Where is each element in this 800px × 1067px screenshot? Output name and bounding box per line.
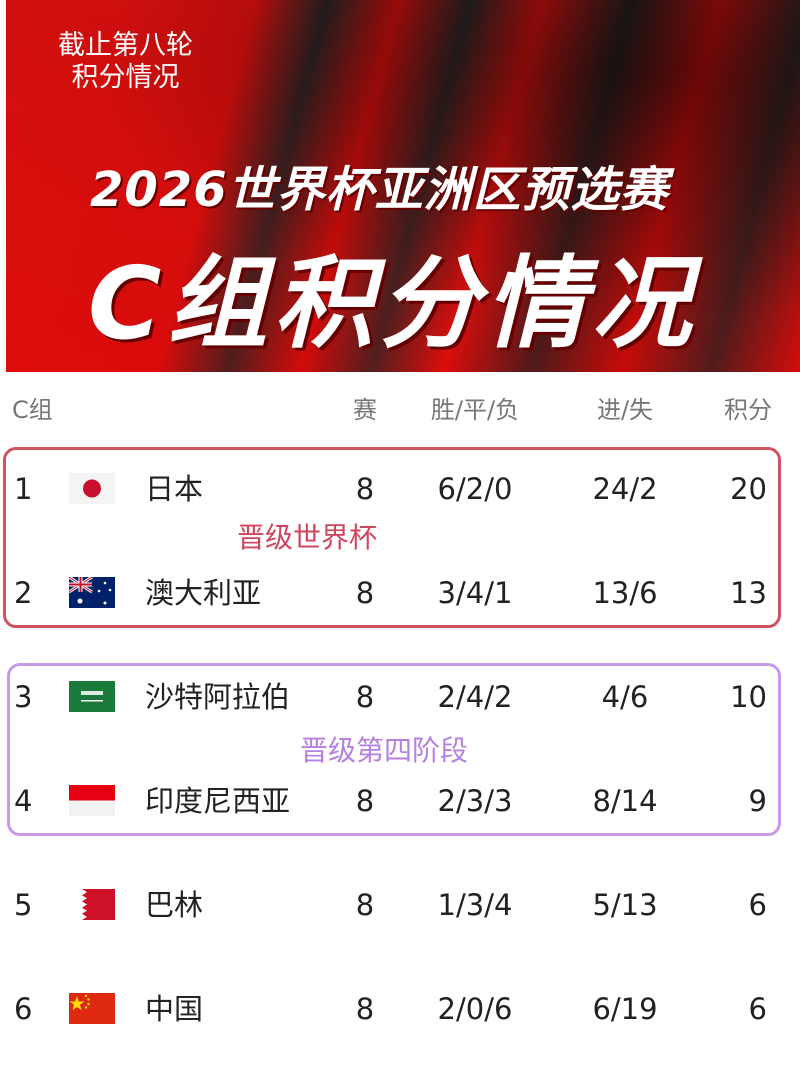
rank: 2 bbox=[14, 576, 33, 610]
japan-flag-icon bbox=[69, 473, 115, 504]
win-draw-loss: 3/4/1 bbox=[437, 576, 513, 610]
saudi-arabia-flag-icon bbox=[69, 681, 115, 712]
played: 8 bbox=[355, 992, 375, 1026]
table-row: 1 日本 8 6/2/0 24/2 20 bbox=[0, 469, 800, 509]
played: 8 bbox=[355, 576, 375, 610]
played: 8 bbox=[355, 888, 375, 922]
win-draw-loss: 2/4/2 bbox=[437, 680, 513, 714]
played: 8 bbox=[355, 784, 375, 818]
header-played: 赛 bbox=[353, 396, 377, 424]
header-goals: 进/失 bbox=[596, 396, 654, 424]
win-draw-loss: 6/2/0 bbox=[437, 472, 513, 506]
points: 6 bbox=[748, 888, 767, 922]
table-row: 6 中国 8 2/0/6 6/19 6 bbox=[0, 989, 800, 1029]
team-name: 澳大利亚 bbox=[145, 576, 262, 610]
team-name: 中国 bbox=[145, 992, 204, 1026]
rank: 6 bbox=[14, 992, 33, 1026]
played: 8 bbox=[355, 680, 375, 714]
points: 13 bbox=[730, 576, 767, 610]
rank: 1 bbox=[14, 472, 33, 506]
banner-subtitle: 截止第八轮 积分情况 bbox=[58, 30, 193, 93]
world-cup-zone bbox=[3, 447, 781, 628]
team-name: 沙特阿拉伯 bbox=[145, 680, 291, 714]
team-name: 日本 bbox=[145, 472, 204, 506]
points: 6 bbox=[748, 992, 767, 1026]
goals: 8/14 bbox=[592, 784, 658, 818]
header-points: 积分 bbox=[724, 396, 772, 424]
table-row: 3 沙特阿拉伯 8 2/4/2 4/6 10 bbox=[0, 677, 800, 717]
points: 9 bbox=[748, 784, 767, 818]
table-row: 4 印度尼西亚 8 2/3/3 8/14 9 bbox=[0, 781, 800, 821]
bahrain-flag-icon bbox=[69, 889, 115, 920]
rank: 3 bbox=[14, 680, 33, 714]
points: 20 bbox=[730, 472, 767, 506]
team-name: 印度尼西亚 bbox=[145, 784, 291, 818]
rank: 5 bbox=[14, 888, 33, 922]
played: 8 bbox=[355, 472, 375, 506]
goals: 6/19 bbox=[592, 992, 658, 1026]
goals: 5/13 bbox=[592, 888, 658, 922]
win-draw-loss: 2/0/6 bbox=[437, 992, 513, 1026]
win-draw-loss: 1/3/4 bbox=[437, 888, 513, 922]
team-name: 巴林 bbox=[145, 888, 204, 922]
fourth-round-zone bbox=[7, 663, 781, 836]
australia-flag-icon bbox=[68, 575, 115, 608]
win-draw-loss: 2/3/3 bbox=[437, 784, 513, 818]
banner-title: 2026世界杯亚洲区预选赛 bbox=[90, 162, 669, 218]
points: 10 bbox=[730, 680, 767, 714]
china-flag-icon bbox=[69, 993, 115, 1024]
table-row: 2 澳大利亚 8 3/4/1 13/6 13 bbox=[0, 573, 800, 613]
zone-label-fourth-round: 晋级第四阶段 bbox=[300, 734, 469, 767]
banner: 截止第八轮 积分情况 2026世界杯亚洲区预选赛 C组积分情况 bbox=[6, 0, 800, 372]
rank: 4 bbox=[14, 784, 33, 818]
indonesia-flag-icon bbox=[69, 785, 115, 816]
header-group: C组 bbox=[12, 396, 53, 424]
header-wdl: 胜/平/负 bbox=[430, 396, 520, 424]
zone-label-world-cup: 晋级世界杯 bbox=[237, 521, 378, 554]
table-row: 5 巴林 8 1/3/4 5/13 6 bbox=[0, 885, 800, 925]
goals: 24/2 bbox=[592, 472, 658, 506]
goals: 13/6 bbox=[592, 576, 658, 610]
goals: 4/6 bbox=[601, 680, 649, 714]
banner-heading: C组积分情况 bbox=[88, 245, 698, 362]
